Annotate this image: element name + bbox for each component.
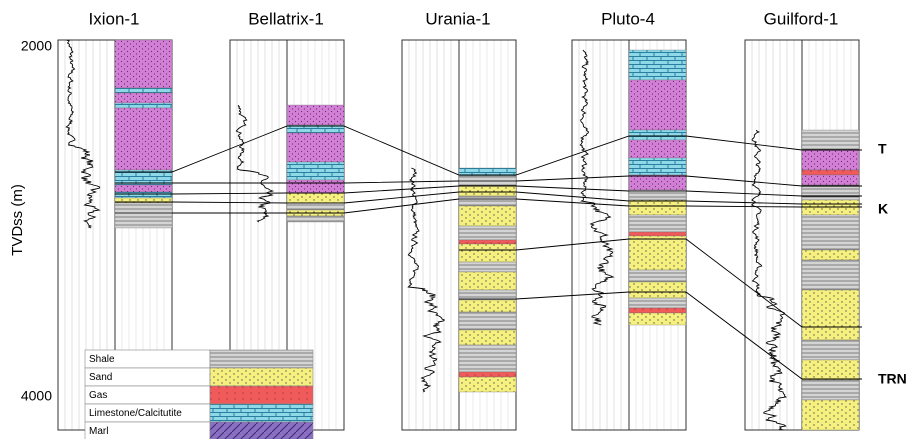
lithology-layer — [801, 359, 860, 381]
lithology-layer — [628, 307, 687, 314]
lithology-layer — [458, 239, 517, 245]
lithology-layer — [628, 214, 687, 233]
lithology-layer — [801, 289, 860, 341]
correlation-line — [115, 125, 862, 176]
lithology-layer — [628, 49, 687, 81]
lithology-layer — [114, 92, 173, 104]
lithology-layer — [114, 39, 173, 89]
legend-swatch — [209, 349, 314, 369]
legend-label: Limestone/Calcitutite — [89, 408, 182, 419]
lithology-layer — [458, 205, 517, 227]
axis-label: TVDss (m) — [9, 184, 26, 256]
correlation-line — [115, 175, 862, 187]
lithology-layer — [458, 185, 517, 197]
legend-swatch — [209, 385, 314, 405]
lithology-layer — [801, 174, 860, 186]
lithology-layer — [628, 129, 687, 141]
well-name: Ixion-1 — [88, 9, 139, 28]
lithology-layer — [628, 312, 687, 326]
correlation-line — [115, 191, 862, 205]
lithology-layer — [458, 261, 517, 273]
lithology-layer — [628, 269, 687, 283]
legend-label: Shale — [89, 354, 115, 365]
lithology-layer — [286, 202, 345, 211]
lithology-layer — [628, 235, 687, 271]
well-name: Bellatrix-1 — [248, 9, 324, 28]
legend-swatch — [209, 403, 314, 423]
lithology-layer — [628, 174, 687, 191]
lithology-layer — [801, 339, 860, 361]
lithology-layer — [286, 161, 345, 181]
legend-swatch — [209, 421, 314, 441]
lithology-layer — [801, 399, 860, 431]
lithology-layer — [114, 102, 173, 109]
lithology-layer — [458, 371, 517, 378]
lithology-layer — [801, 199, 860, 216]
lithology-layer — [286, 192, 345, 204]
well-name: Pluto-4 — [601, 9, 655, 28]
gamma-log — [750, 129, 788, 431]
depth-tick-label: 4000 — [21, 388, 52, 404]
lithology-layer — [286, 104, 345, 126]
well-name: Urania-1 — [425, 9, 490, 28]
lithology-layer — [114, 107, 173, 171]
horizon-label: T — [878, 141, 887, 157]
correlation-line — [459, 291, 862, 380]
lithology-layer — [114, 202, 173, 229]
legend-label: Sand — [89, 372, 112, 383]
lithology-layer — [801, 184, 860, 201]
lithology-layer — [801, 379, 860, 401]
lithology-layer — [628, 189, 687, 201]
legend-swatch — [209, 367, 314, 387]
well: Guilford-1 — [744, 9, 860, 431]
lithology-layer — [458, 289, 517, 301]
lithology-layer — [801, 149, 860, 171]
correlation-line — [115, 185, 862, 197]
lithology-layer — [458, 344, 517, 373]
correlation-line — [459, 238, 862, 328]
lithology-layer — [628, 157, 687, 176]
lithology-layer — [801, 169, 860, 176]
horizon-label: TRN — [878, 371, 907, 387]
lithology-layer — [801, 214, 860, 251]
horizon-label: K — [878, 201, 888, 217]
gamma-log — [235, 105, 275, 223]
lithology-layer — [801, 259, 860, 291]
lithology-layer — [628, 79, 687, 131]
lithology-layer — [628, 199, 687, 216]
lithology-layer — [286, 132, 345, 163]
lithology-layer — [458, 376, 517, 393]
lithology-layer — [286, 215, 345, 223]
lithology-layer — [458, 329, 517, 346]
lithology-layer — [628, 231, 687, 237]
correlation-line — [115, 198, 862, 214]
lithology-layer — [114, 184, 173, 193]
depth-tick-label: 2000 — [21, 38, 52, 54]
lithology-layer — [458, 225, 517, 241]
lithology-layer — [114, 191, 173, 199]
lithology-layer — [801, 249, 860, 261]
legend-label: Marl — [89, 426, 108, 437]
legend-label: Gas — [89, 390, 107, 401]
lithology-layer — [458, 271, 517, 291]
lithology-layer — [458, 311, 517, 331]
gamma-log — [579, 49, 615, 326]
lithology-layer — [801, 129, 860, 151]
lithology-layer — [628, 139, 687, 159]
lithology-layer — [628, 281, 687, 299]
well: Pluto-4 — [571, 9, 687, 431]
lithology-layer — [458, 243, 517, 263]
lithology-layer — [458, 195, 517, 207]
well-name: Guilford-1 — [764, 9, 839, 28]
lithology-layer — [628, 297, 687, 309]
lithology-layer — [286, 179, 345, 194]
legend: Shale Sand Gas Limestone/Calcitutite Marl — [84, 349, 314, 441]
lithology-layer — [114, 87, 173, 94]
gamma-log — [65, 39, 101, 229]
well: Urania-1 — [401, 9, 517, 431]
lithology-layer — [458, 299, 517, 313]
gamma-log — [407, 167, 446, 393]
